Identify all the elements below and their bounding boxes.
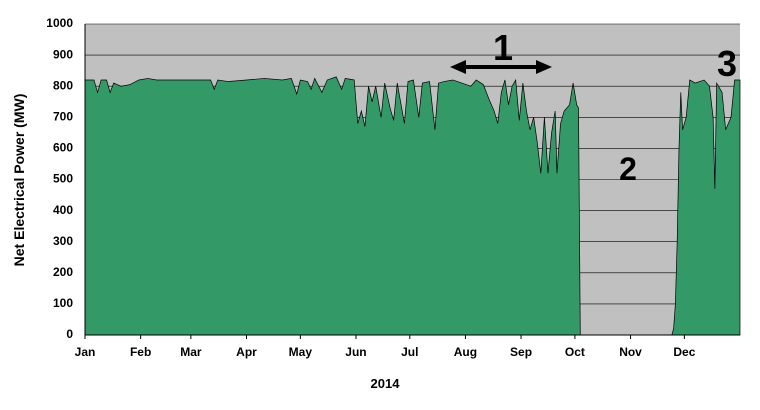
x-tick-label: Jan	[75, 345, 96, 359]
arrow-head	[536, 60, 552, 74]
y-tick-label: 0	[66, 327, 73, 341]
annotation: 1	[493, 27, 513, 68]
y-tick-label: 800	[53, 78, 73, 92]
y-tick-label: 100	[53, 296, 73, 310]
y-tick-label: 600	[53, 141, 73, 155]
x-tick-label: Dec	[673, 345, 695, 359]
y-axis-label: Net Electrical Power (MW)	[11, 94, 27, 267]
x-tick-label: May	[289, 345, 313, 359]
annotation: 3	[717, 43, 737, 84]
y-tick-label: 300	[53, 234, 73, 248]
y-tick-label: 900	[53, 47, 73, 61]
arrow-head	[450, 60, 466, 74]
y-tick-label: 1000	[46, 16, 73, 30]
y-tick-label: 400	[53, 203, 73, 217]
x-tick-label: Mar	[180, 345, 202, 359]
x-tick-label: Nov	[619, 345, 642, 359]
x-axis-label: 2014	[371, 376, 401, 391]
x-tick-label: Apr	[236, 345, 257, 359]
x-tick-label: Oct	[565, 345, 585, 359]
y-tick-label: 700	[53, 109, 73, 123]
y-tick-label: 200	[53, 265, 73, 279]
y-tick-label: 500	[53, 172, 73, 186]
annotation: 2	[619, 151, 637, 187]
area	[84, 76, 741, 336]
x-tick-label: Aug	[454, 345, 477, 359]
x-tick-label: Feb	[130, 345, 151, 359]
x-tick-label: Sep	[510, 345, 532, 359]
x-tick-label: Jun	[345, 345, 366, 359]
x-tick-label: Jul	[401, 345, 418, 359]
